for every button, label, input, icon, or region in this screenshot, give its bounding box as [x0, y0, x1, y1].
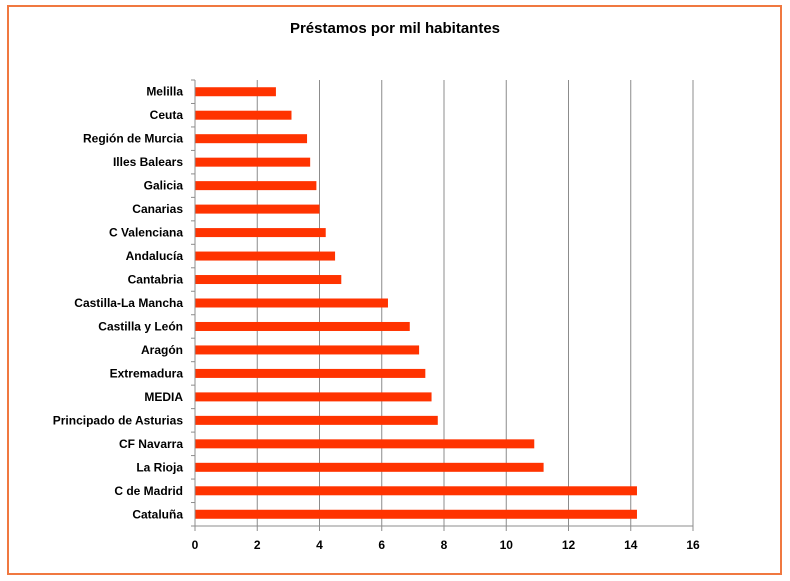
category-label: Región de Murcia [83, 132, 183, 146]
bar [195, 275, 342, 285]
bar [195, 134, 308, 144]
category-labels: Melilla Ceuta Región de Murcia Illes Balear… [53, 85, 184, 522]
bar [195, 181, 317, 191]
category-label: Castilla y León [98, 319, 183, 333]
chart-title: Préstamos por mil habitantes [289, 20, 501, 37]
bar [195, 110, 292, 120]
x-tick-label: 4 [316, 538, 323, 552]
x-tick-labels: 0 2 4 6 8 10 12 14 16 [192, 538, 700, 552]
x-tick-label: 10 [500, 538, 514, 552]
category-label: Castilla-La Mancha [74, 296, 183, 310]
category-label: La Rioja [136, 460, 183, 474]
category-label: MEDIA [144, 390, 183, 404]
x-tick-label: 0 [192, 538, 199, 552]
bar [195, 345, 420, 355]
category-label: Ceuta [150, 108, 184, 122]
bar [195, 228, 326, 238]
category-label: C Valenciana [109, 226, 183, 240]
bar [195, 157, 311, 167]
chart-frame [7, 5, 782, 575]
bars [195, 87, 637, 519]
bar [195, 486, 637, 496]
category-label: Illes Balears [113, 155, 183, 169]
category-label: C de Madrid [114, 484, 183, 498]
category-label: Andalucía [126, 249, 184, 263]
category-label: Aragón [141, 343, 183, 357]
x-tick-label: 6 [378, 538, 385, 552]
bar [195, 392, 432, 402]
bar [195, 87, 276, 97]
category-label: Extremadura [110, 366, 184, 380]
axes [191, 79, 694, 531]
bar [195, 251, 336, 261]
category-label: Cataluña [132, 507, 183, 521]
category-label: Principado de Asturias [53, 413, 184, 427]
x-tick-label: 12 [562, 538, 576, 552]
bar [195, 368, 426, 378]
x-tick-label: 14 [624, 538, 638, 552]
bar [195, 321, 410, 331]
bar [195, 204, 320, 214]
x-tick-label: 16 [686, 538, 700, 552]
bar [195, 462, 544, 472]
category-label: Canarias [132, 202, 183, 216]
x-tick-label: 2 [254, 538, 261, 552]
bar [195, 509, 637, 519]
x-tick-label: 8 [441, 538, 448, 552]
category-label: Melilla [146, 85, 183, 99]
category-label: CF Navarra [119, 437, 183, 451]
bar [195, 415, 438, 425]
category-label: Galicia [144, 179, 184, 193]
bar [195, 439, 535, 449]
category-label: Cantabria [128, 273, 184, 287]
bar [195, 298, 388, 308]
